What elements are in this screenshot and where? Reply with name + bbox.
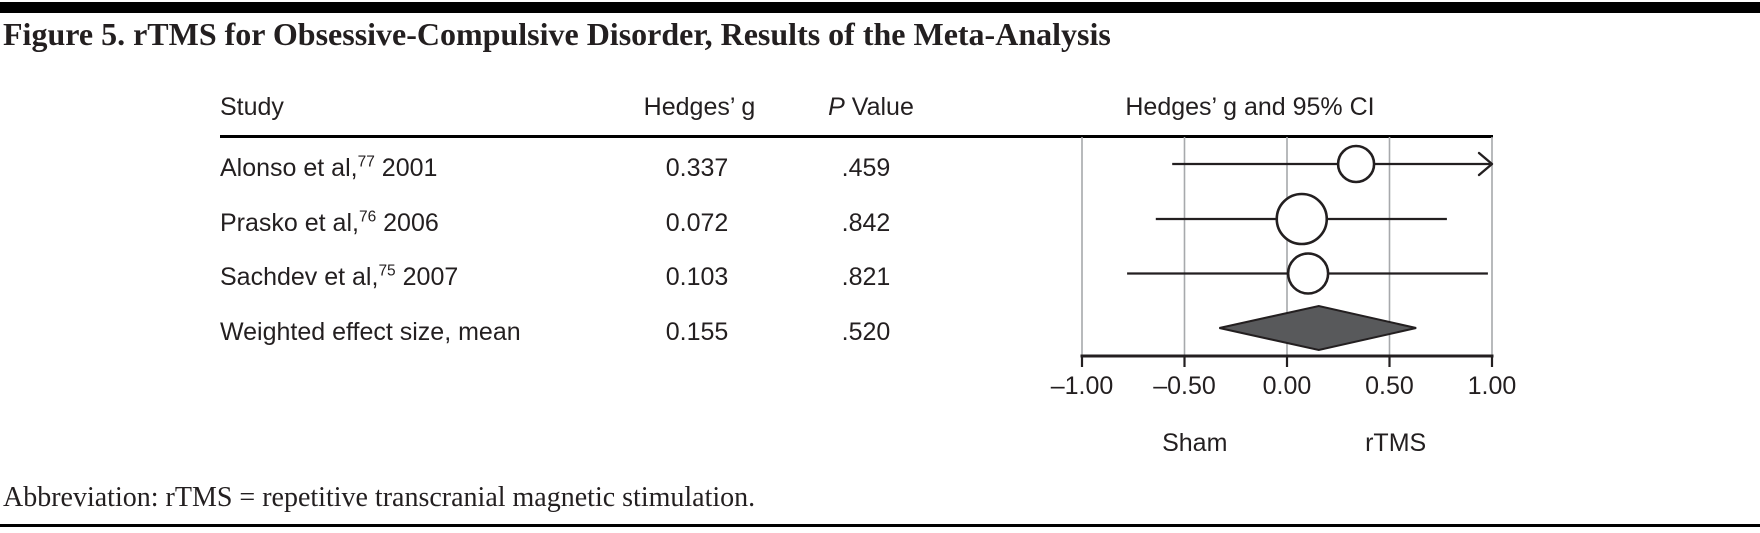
hedges-g-value: 0.072 bbox=[665, 209, 729, 237]
figure-title: Figure 5. rTMS for Obsessive-Compulsive … bbox=[3, 16, 1111, 52]
hedges-g-value: 0.103 bbox=[665, 263, 729, 291]
tick-label: –0.50 bbox=[1153, 372, 1216, 400]
tick-label: 0.50 bbox=[1365, 372, 1414, 400]
study-label: Prasko et al,76 2006 bbox=[220, 208, 439, 237]
summary-diamond bbox=[1219, 304, 1417, 352]
p-value-rest: Value bbox=[844, 93, 914, 121]
reference-superscript: 76 bbox=[358, 208, 377, 226]
effect-size-marker bbox=[1275, 192, 1329, 246]
header-rule bbox=[220, 135, 1493, 138]
forest-plot: –1.00 –0.50 0.00 0.50 1.00 Sham rTMS bbox=[1051, 137, 1517, 457]
effect-size-marker bbox=[1336, 144, 1376, 184]
axis-annotation: rTMS bbox=[1365, 429, 1426, 457]
effect-size-marker bbox=[1286, 252, 1330, 295]
col-header-p-value: P Value bbox=[811, 93, 931, 121]
tick-label: 1.00 bbox=[1468, 372, 1517, 400]
hedges-g-value: 0.155 bbox=[665, 318, 729, 346]
bottom-rule bbox=[0, 524, 1760, 527]
tick-label: 0.00 bbox=[1263, 372, 1312, 400]
hedges-g-value: 0.337 bbox=[665, 154, 729, 182]
axis-annotation: Sham bbox=[1162, 429, 1227, 457]
col-header-study: Study bbox=[220, 93, 284, 121]
p-value: .821 bbox=[841, 263, 891, 291]
study-label: Sachdev et al,75 2007 bbox=[220, 262, 459, 291]
col-header-hedges-g: Hedges’ g bbox=[643, 93, 756, 121]
ci-arrow bbox=[1477, 151, 1494, 177]
top-rule bbox=[0, 2, 1760, 13]
plot-header: Hedges’ g and 95% CI bbox=[1125, 93, 1375, 121]
p-value: .520 bbox=[841, 318, 891, 346]
reference-superscript: 75 bbox=[378, 262, 396, 280]
abbreviation-note: Abbreviation: rTMS = repetitive transcra… bbox=[3, 482, 756, 513]
p-value-italic-p: P bbox=[828, 93, 845, 121]
p-value: .842 bbox=[841, 209, 891, 237]
tick-label: –1.00 bbox=[1051, 372, 1114, 400]
study-label: Weighted effect size, mean bbox=[220, 318, 521, 346]
p-value: .459 bbox=[841, 154, 891, 182]
reference-superscript: 77 bbox=[357, 153, 375, 171]
study-label: Alonso et al,77 2001 bbox=[220, 153, 438, 182]
